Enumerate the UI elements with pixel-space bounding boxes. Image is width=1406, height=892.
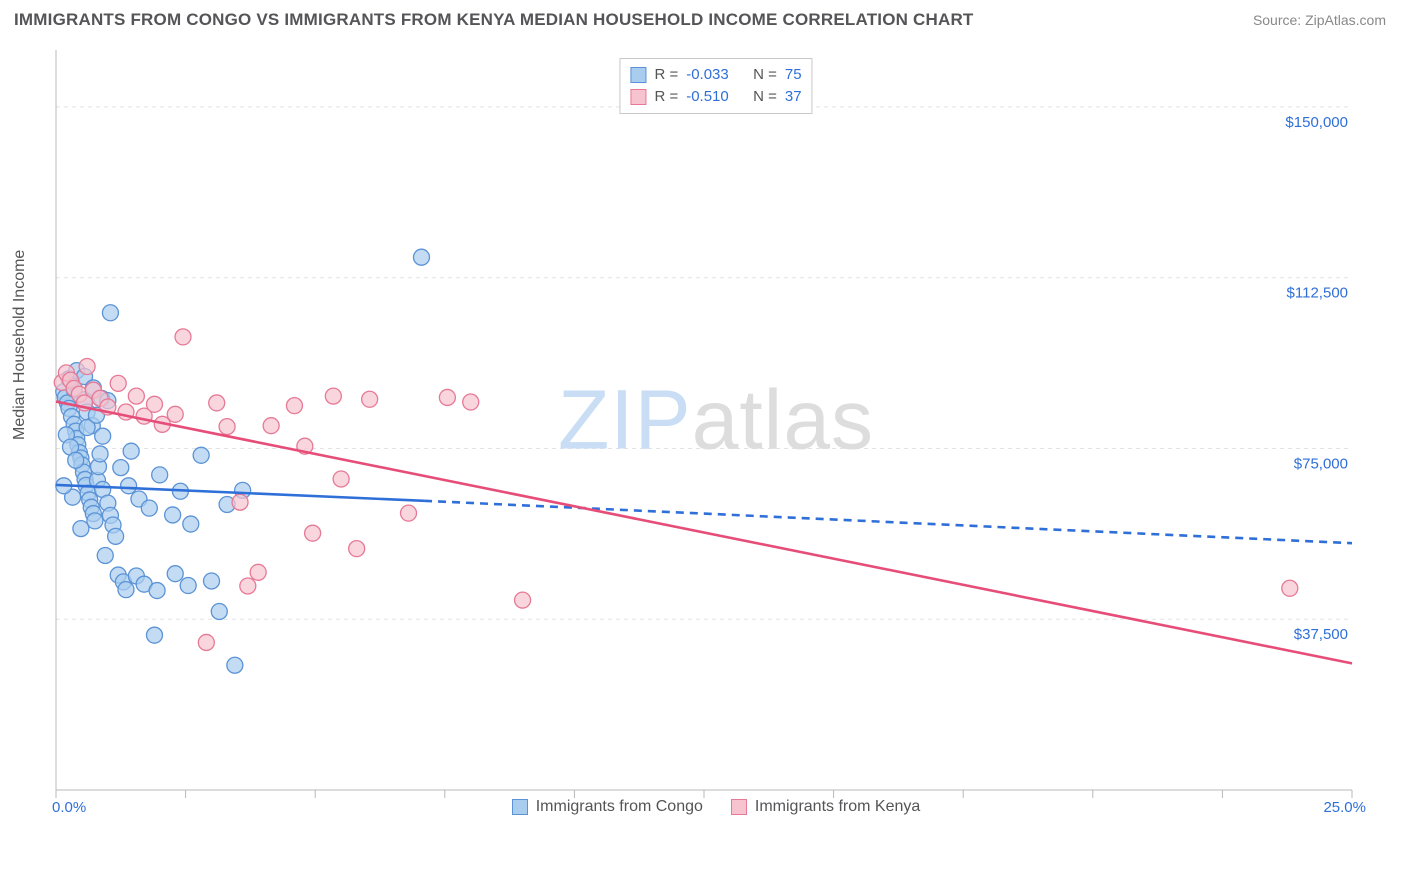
- n-label: N =: [753, 64, 777, 86]
- legend-stat-row: R = -0.510 N = 37: [630, 86, 801, 108]
- legend-swatch: [731, 799, 747, 815]
- r-value: -0.033: [686, 64, 729, 86]
- r-value: -0.510: [686, 86, 729, 108]
- n-value: 37: [785, 86, 802, 108]
- legend-series-label: Immigrants from Kenya: [755, 798, 920, 816]
- r-label: R =: [654, 64, 678, 86]
- legend-series-label: Immigrants from Congo: [536, 798, 703, 816]
- n-value: 75: [785, 64, 802, 86]
- svg-text:$112,500: $112,500: [1287, 285, 1348, 302]
- r-label: R =: [654, 86, 678, 108]
- legend-swatch: [630, 89, 646, 105]
- source-credit: Source: ZipAtlas.com: [1253, 12, 1386, 28]
- legend-series: Immigrants from Congo Immigrants from Ken…: [46, 798, 1386, 816]
- legend-swatch: [630, 67, 646, 83]
- legend-swatch: [512, 799, 528, 815]
- page-title: IMMIGRANTS FROM CONGO VS IMMIGRANTS FROM…: [14, 10, 974, 30]
- header: IMMIGRANTS FROM CONGO VS IMMIGRANTS FROM…: [0, 0, 1406, 36]
- y-axis-label: Median Household Income: [11, 250, 29, 440]
- n-label: N =: [753, 86, 777, 108]
- legend-series-item: Immigrants from Congo: [512, 798, 703, 816]
- svg-text:$37,500: $37,500: [1294, 626, 1348, 643]
- legend-stats: R = -0.033 N = 75 R = -0.510 N = 37: [619, 58, 812, 114]
- svg-text:$75,000: $75,000: [1294, 455, 1348, 472]
- legend-series-item: Immigrants from Kenya: [731, 798, 920, 816]
- chart-area: Median Household Income $37,500$75,000$1…: [46, 50, 1386, 820]
- svg-text:$150,000: $150,000: [1285, 114, 1348, 131]
- source-label: Source:: [1253, 12, 1305, 28]
- scatter-plot: $37,500 $75,000 $112,500 $150,000: [46, 50, 1386, 820]
- source-link[interactable]: ZipAtlas.com: [1305, 12, 1386, 28]
- legend-stat-row: R = -0.033 N = 75: [630, 64, 801, 86]
